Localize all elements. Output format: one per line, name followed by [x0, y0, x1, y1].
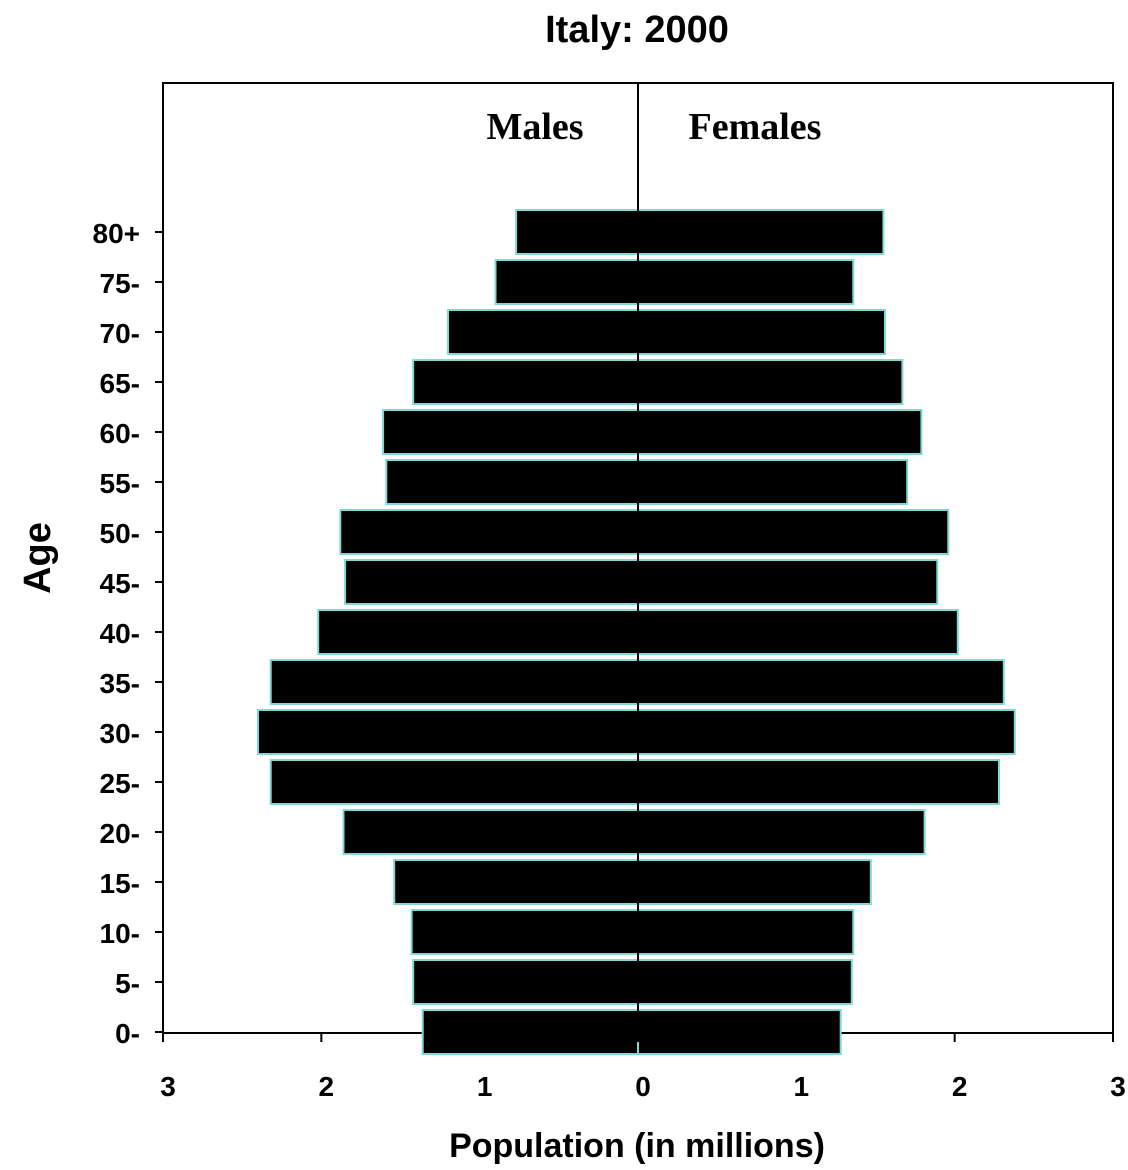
x-axis-ticks: 3 2 1 0 1 2 3 [160, 1033, 1126, 1102]
y-tick-label: 25- [100, 768, 140, 799]
bar-female-5 [637, 759, 1000, 805]
bar-female-0 [637, 1009, 842, 1055]
bar-female-13 [637, 359, 904, 405]
bar-female-10 [637, 509, 950, 555]
bar-male-4 [342, 809, 639, 855]
bar-male-1 [412, 959, 640, 1005]
y-tick-label: 50- [100, 518, 140, 549]
y-axis-ticks: 0- 5- 10- 15- 20- 25- 30- 35- 40- 45- 50- 55- 60- 65-… [93, 218, 163, 1049]
y-tick-label: 75- [100, 268, 140, 299]
bar-male-8 [317, 609, 639, 655]
y-tick-label: 0- [115, 1018, 140, 1049]
y-tick-label: 80+ [93, 218, 141, 249]
x-axis-label: Population (in millions) [449, 1127, 825, 1165]
bar-male-15 [494, 259, 639, 305]
bars-layer [257, 209, 1016, 1055]
bar-female-8 [637, 609, 959, 655]
y-tick-label: 10- [100, 918, 140, 949]
bar-male-5 [269, 759, 639, 805]
bar-male-9 [344, 559, 639, 605]
y-tick-label: 5- [115, 968, 140, 999]
chart-title: Italy: 2000 [545, 9, 729, 51]
bar-female-1 [637, 959, 853, 1005]
y-tick-label: 35- [100, 668, 140, 699]
y-tick-label: 60- [100, 418, 140, 449]
bar-female-9 [637, 559, 939, 605]
bar-female-11 [637, 459, 909, 505]
x-tick-label: 2 [319, 1071, 335, 1102]
bar-female-15 [637, 259, 855, 305]
y-tick-label: 30- [100, 718, 140, 749]
bar-female-6 [637, 709, 1016, 755]
y-axis-label: Age [17, 522, 59, 594]
y-tick-label: 15- [100, 868, 140, 899]
y-tick-label: 40- [100, 618, 140, 649]
bar-male-12 [382, 409, 639, 455]
bar-female-4 [637, 809, 926, 855]
bar-female-7 [637, 659, 1005, 705]
series-label-females: Females [689, 106, 822, 148]
bar-male-7 [269, 659, 639, 705]
y-tick-label: 55- [100, 468, 140, 499]
y-tick-label: 45- [100, 568, 140, 599]
series-label-males: Males [486, 106, 583, 148]
x-tick-label: 3 [1110, 1071, 1126, 1102]
bar-female-14 [637, 309, 886, 355]
x-tick-label: 0 [635, 1071, 651, 1102]
bar-male-10 [339, 509, 639, 555]
x-tick-label: 2 [952, 1071, 968, 1102]
y-tick-label: 65- [100, 368, 140, 399]
bar-male-11 [385, 459, 640, 505]
y-tick-label: 70- [100, 318, 140, 349]
bar-male-13 [412, 359, 640, 405]
bar-male-14 [447, 309, 639, 355]
x-tick-label: 3 [160, 1071, 176, 1102]
bar-male-0 [421, 1009, 640, 1055]
x-tick-label: 1 [794, 1071, 810, 1102]
bar-male-3 [393, 859, 640, 905]
bar-male-6 [257, 709, 639, 755]
bar-female-2 [637, 909, 855, 955]
x-tick-label: 1 [477, 1071, 493, 1102]
bar-female-12 [637, 409, 923, 455]
bar-female-16 [637, 209, 885, 255]
bar-female-3 [637, 859, 872, 905]
bar-male-16 [515, 209, 639, 255]
y-tick-label: 20- [100, 818, 140, 849]
bar-male-2 [410, 909, 639, 955]
